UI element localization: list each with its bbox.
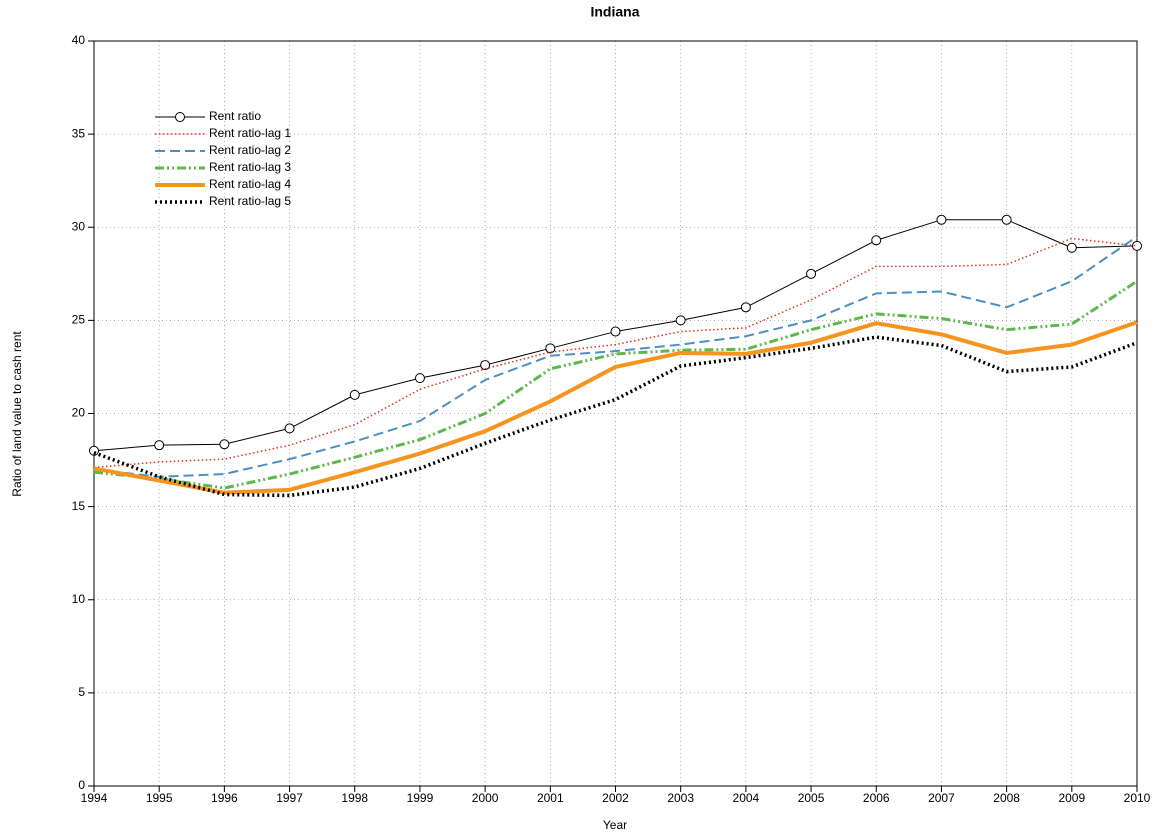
x-axis-label: Year [603, 818, 627, 832]
point-marker [1001, 214, 1012, 225]
point-marker [349, 389, 360, 400]
x-tick-label: 2004 [733, 791, 760, 805]
point-marker [675, 315, 686, 326]
y-tick-label: 5 [78, 685, 85, 699]
point-marker [284, 423, 295, 434]
y-tick-label: 30 [72, 219, 86, 233]
point-marker [1066, 242, 1077, 253]
legend-marker [175, 112, 185, 122]
point-marker [154, 440, 165, 451]
point-marker [806, 268, 817, 279]
legend-label: Rent ratio [209, 109, 261, 123]
point-marker [414, 373, 425, 384]
y-tick-label: 40 [72, 33, 86, 47]
point-marker [89, 445, 99, 456]
x-tick-label: 2008 [993, 791, 1020, 805]
x-tick-label: 1999 [407, 791, 434, 805]
chart-title: Indiana [590, 4, 639, 20]
y-tick-label: 15 [72, 499, 86, 513]
x-tick-label: 2006 [863, 791, 890, 805]
legend-label: Rent ratio-lag 5 [209, 194, 291, 208]
point-marker [480, 360, 491, 371]
point-marker [936, 214, 947, 225]
series-line [93, 237, 1138, 469]
legend-label: Rent ratio-lag 1 [209, 126, 291, 140]
y-tick-label: 25 [72, 313, 86, 327]
series-line [93, 335, 1138, 498]
x-tick-label: 1995 [146, 791, 173, 805]
x-tick-label: 2009 [1058, 791, 1085, 805]
y-tick-label: 20 [72, 406, 86, 420]
x-tick-label: 1997 [276, 791, 303, 805]
x-tick-label: 1994 [81, 791, 108, 805]
y-tick-label: 10 [72, 592, 86, 606]
x-tick-label: 1996 [211, 791, 238, 805]
point-marker [219, 439, 230, 450]
point-marker [1132, 240, 1142, 251]
legend-label: Rent ratio-lag 4 [209, 177, 291, 191]
point-marker [871, 235, 882, 246]
legend-label: Rent ratio-lag 3 [209, 160, 291, 174]
x-tick-label: 2001 [537, 791, 564, 805]
point-marker [545, 343, 556, 354]
y-tick-label: 35 [72, 126, 86, 140]
x-tick-label: 2007 [928, 791, 955, 805]
y-axis-label: Ratio of land value to cash rent [10, 331, 24, 497]
legend-label: Rent ratio-lag 2 [209, 143, 291, 157]
series-line [93, 235, 1138, 478]
x-tick-label: 2010 [1124, 791, 1151, 805]
point-marker [610, 326, 621, 337]
x-tick-label: 2002 [602, 791, 629, 805]
y-tick-label: 0 [78, 778, 85, 792]
x-tick-label: 1998 [341, 791, 368, 805]
series-line [93, 320, 1138, 495]
series-line [93, 280, 1138, 490]
point-marker [740, 302, 751, 313]
plot-frame [93, 40, 1138, 787]
x-tick-label: 2005 [798, 791, 825, 805]
x-tick-label: 2003 [667, 791, 694, 805]
x-tick-label: 2000 [472, 791, 499, 805]
